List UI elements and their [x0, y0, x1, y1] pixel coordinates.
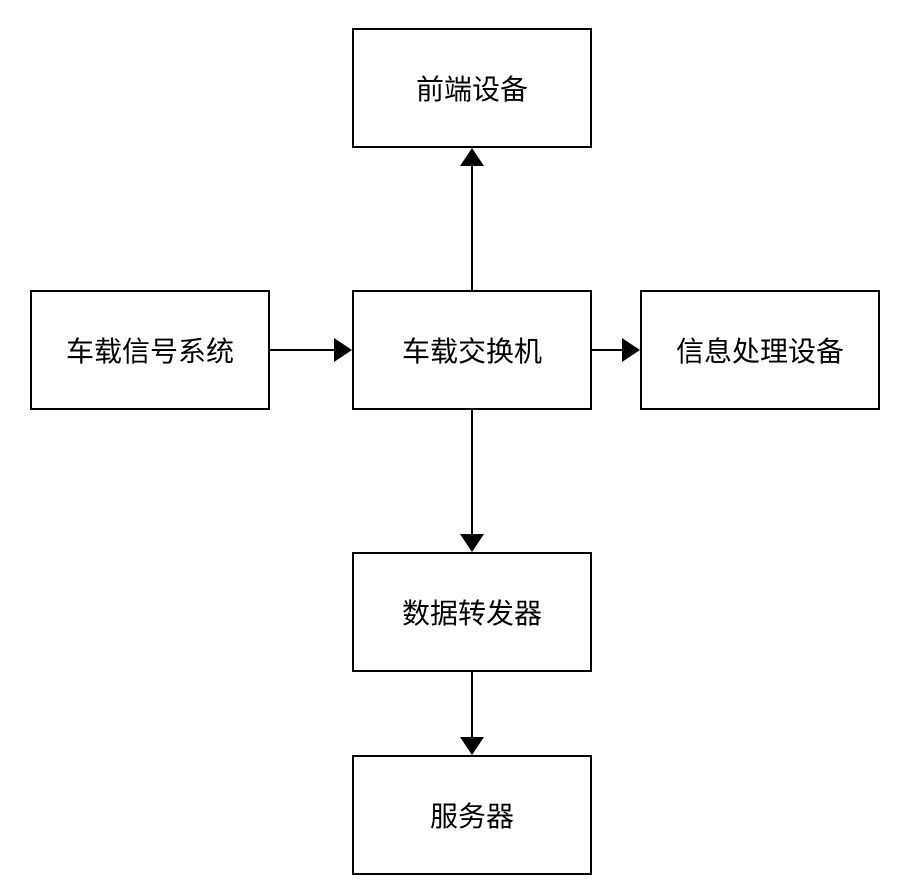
node-label: 前端设备	[416, 68, 528, 108]
edge-center-to-top	[471, 160, 473, 290]
node-data-forwarder: 数据转发器	[352, 552, 592, 672]
node-info-processing-device: 信息处理设备	[640, 290, 880, 410]
node-label: 车载交换机	[402, 330, 542, 370]
edge-forwarder-to-server	[471, 672, 473, 743]
edge-left-to-center	[270, 349, 340, 351]
node-label: 信息处理设备	[676, 330, 844, 370]
node-onboard-signal-system: 车载信号系统	[30, 290, 270, 410]
node-onboard-switch: 车载交换机	[352, 290, 592, 410]
node-label: 车载信号系统	[66, 330, 234, 370]
arrow-head-up-icon	[460, 148, 484, 166]
node-server: 服务器	[352, 755, 592, 875]
arrow-head-down-icon	[460, 534, 484, 552]
node-frontend-device: 前端设备	[352, 28, 592, 148]
node-label: 数据转发器	[402, 592, 542, 632]
arrow-head-right-icon	[622, 338, 640, 362]
node-label: 服务器	[430, 795, 514, 835]
arrow-head-right-icon	[334, 338, 352, 362]
edge-center-to-forwarder	[471, 410, 473, 540]
arrow-head-down-icon	[460, 737, 484, 755]
